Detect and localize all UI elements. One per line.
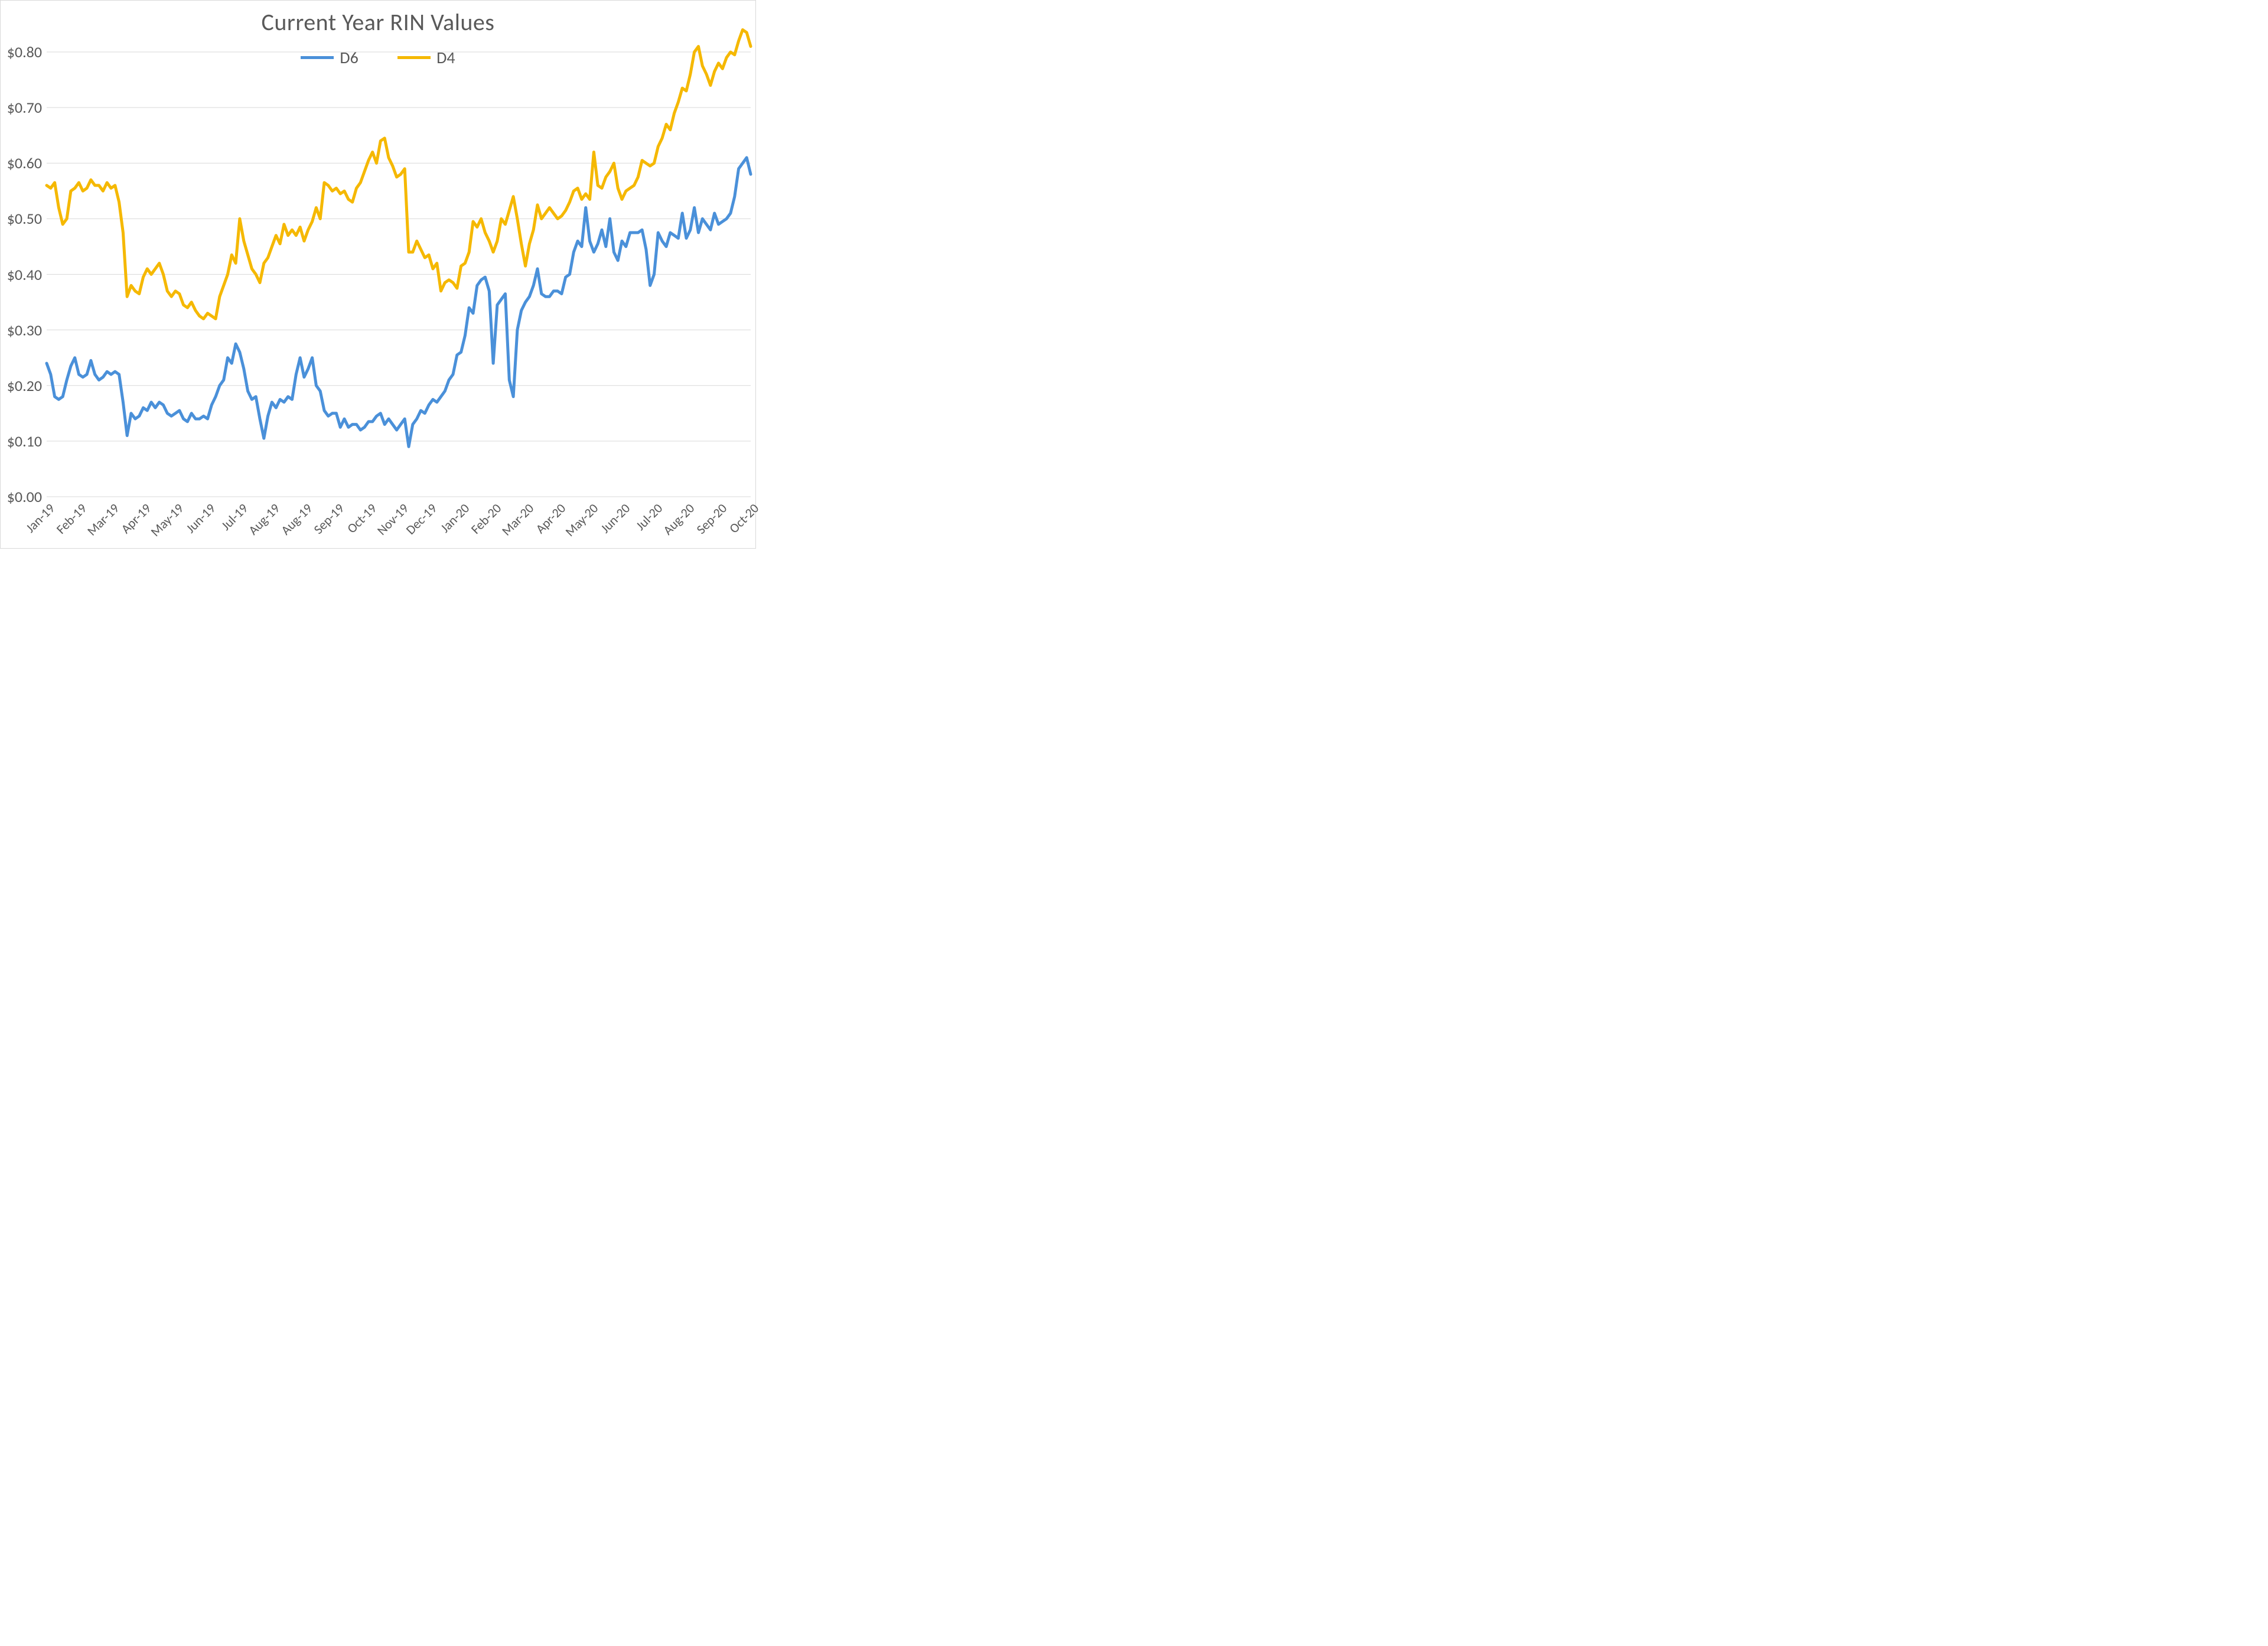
x-axis-tick-label: Feb-20	[468, 500, 504, 537]
x-axis-tick-label: Apr-20	[532, 500, 569, 537]
y-axis-tick-label: $0.60	[2, 154, 42, 172]
y-axis-tick-label: $0.70	[2, 98, 42, 117]
x-axis-tick-label: Feb-19	[53, 500, 90, 537]
x-axis-tick-label: Aug-19	[278, 500, 315, 538]
y-axis-tick-label: $0.50	[2, 209, 42, 228]
x-axis-tick-label: Jul-20	[632, 500, 665, 533]
x-axis-tick-label: May-20	[562, 500, 601, 540]
rin-values-chart: Current Year RIN Values D6 D4 $0.00$0.10…	[0, 0, 756, 549]
x-axis-tick-label: Mar-19	[84, 500, 122, 539]
x-axis-tick-label: Oct-19	[344, 500, 380, 536]
x-axis-tick-label: Oct-20	[726, 500, 762, 536]
y-axis-tick-label: $0.20	[2, 376, 42, 395]
x-axis-tick-label: May-19	[147, 500, 187, 540]
x-axis-tick-label: Aug-19	[245, 500, 283, 538]
x-axis-tick-label: Sep-20	[693, 500, 730, 537]
y-axis-tick-label: $0.30	[2, 321, 42, 340]
x-axis-tick-label: Jun-20	[597, 500, 633, 536]
x-axis-tick-label: Jun-19	[183, 500, 219, 536]
series-line-d6	[47, 158, 751, 446]
y-axis-tick-label: $0.80	[2, 43, 42, 61]
x-axis-tick-label: Mar-20	[498, 500, 536, 539]
x-axis-tick-label: Apr-19	[118, 500, 155, 537]
y-axis-tick-label: $0.00	[2, 487, 42, 506]
x-axis-tick-label: Nov-19	[374, 500, 412, 538]
plot-area: $0.00$0.10$0.20$0.30$0.40$0.50$0.60$0.70…	[47, 24, 751, 497]
y-axis-tick-label: $0.40	[2, 265, 42, 284]
x-axis-tick-label: Dec-19	[403, 500, 441, 538]
x-axis-tick-label: Jan-20	[436, 500, 472, 536]
x-axis-tick-label: Sep-19	[311, 500, 348, 537]
x-axis-tick-label: Aug-20	[660, 500, 698, 538]
x-axis-tick-label: Jul-19	[218, 500, 251, 533]
series-line-d4	[47, 30, 751, 318]
y-axis-tick-label: $0.10	[2, 432, 42, 451]
